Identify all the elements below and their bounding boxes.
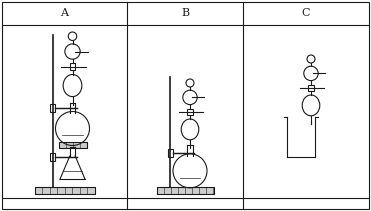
Bar (308, 85, 314, 91)
Bar (50, 153, 55, 161)
Bar (69, 64, 75, 70)
Bar (50, 104, 55, 112)
Bar (187, 109, 193, 115)
Text: A: A (60, 8, 69, 18)
Bar (59, 142, 86, 148)
Text: B: B (181, 8, 189, 18)
Bar (157, 187, 213, 194)
Bar (35, 187, 95, 194)
Text: C: C (302, 8, 310, 18)
Bar (167, 149, 173, 157)
